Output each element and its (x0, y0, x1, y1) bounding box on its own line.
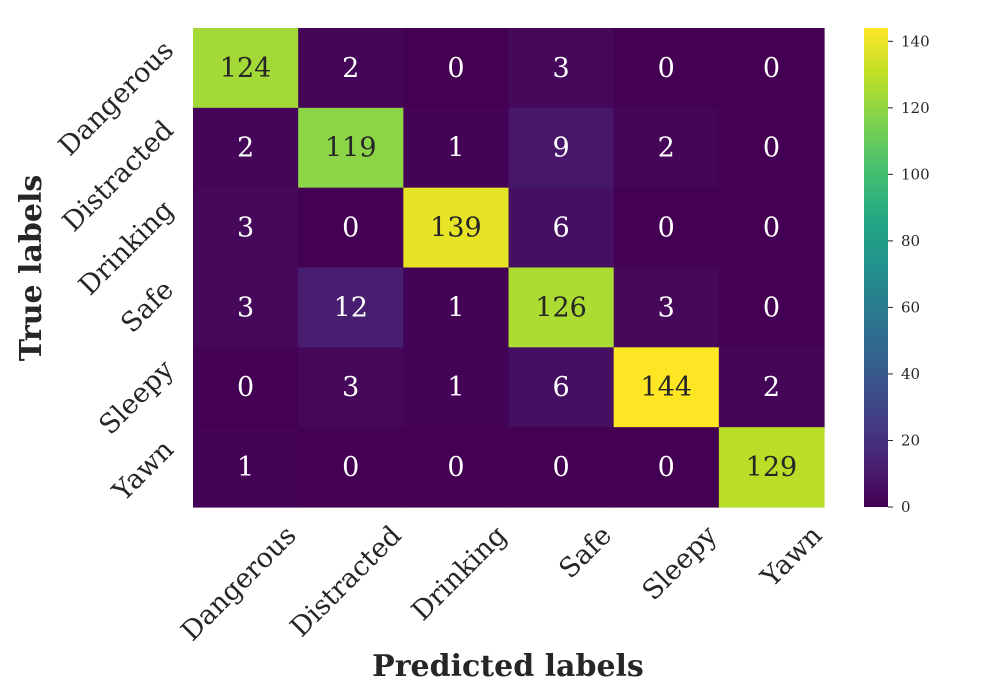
heatmap-cell (613, 28, 720, 109)
cell-value-label: 0 (763, 213, 780, 244)
cell-value-label: 1 (447, 372, 464, 403)
heatmap-cell (298, 267, 404, 348)
cell-value-label: 0 (763, 53, 780, 84)
heatmap-cell (613, 187, 720, 269)
y-tick-label: Sleepy (93, 354, 180, 441)
x-tick-label: Safe (553, 520, 618, 585)
colorbar-tick-label: 0 (901, 498, 911, 516)
cell-value-label: 0 (658, 452, 675, 483)
cell-value-label: 6 (553, 372, 570, 403)
colorbar (864, 28, 888, 507)
colorbar-tick-label: 80 (901, 232, 920, 250)
x-tick-label: Dangerous (175, 520, 302, 647)
heatmap-cell (508, 267, 615, 348)
cell-value-label: 1 (447, 292, 464, 323)
heatmap-cells (193, 28, 825, 508)
x-tick-label: Distracted (285, 520, 408, 643)
colorbar-tick-label: 120 (901, 99, 930, 117)
heatmap-cell (508, 427, 615, 508)
cell-value-label: 0 (658, 53, 675, 84)
cell-value-label: 0 (553, 452, 570, 483)
x-tick-label: Sleepy (636, 520, 723, 607)
y-tick-labels: DangerousDistractedDrinkingSafeSleepyYaw… (53, 35, 181, 508)
heatmap-cell (613, 267, 720, 348)
heatmap-cell (718, 187, 825, 269)
heatmap-cell (298, 107, 404, 189)
heatmap-cell (508, 28, 615, 109)
cell-value-label: 3 (658, 292, 675, 323)
cell-value-label: 1 (237, 452, 254, 483)
heatmap-cell (403, 267, 510, 348)
heatmap-cell (403, 187, 510, 269)
cell-value-label: 139 (430, 213, 482, 244)
cell-value-label: 0 (447, 452, 464, 483)
heatmap-cell (298, 187, 404, 269)
heatmap-cell (508, 107, 615, 189)
heatmap-cell (298, 28, 404, 109)
cell-value-label: 12 (334, 292, 368, 323)
heatmap-cell (403, 28, 510, 109)
cell-value-label: 2 (342, 53, 359, 84)
y-axis-label: True labels (14, 175, 49, 361)
cell-value-label: 3 (553, 53, 570, 84)
colorbar-ticks: 0 20 40 60 80 100 120 140 (888, 32, 930, 516)
heatmap-cell (718, 427, 825, 508)
heatmap-cell (718, 107, 825, 189)
heatmap-cell (193, 28, 299, 109)
cell-value-label: 2 (763, 372, 780, 403)
heatmap-cell (403, 107, 510, 189)
heatmap-cell (508, 347, 615, 428)
heatmap-cell (298, 347, 404, 428)
heatmap-cell (718, 28, 825, 109)
y-tick-label: Safe (115, 274, 180, 339)
heatmap-cell (613, 347, 720, 428)
x-tick-label: Yawn (755, 520, 829, 594)
cell-value-label: 0 (658, 213, 675, 244)
cell-value-label: 0 (342, 452, 359, 483)
cell-annotations: 124 2 0 3 0 02 119 1 9 2 03 0 139 6 0 03 12 1 126 3 00 3 1 6 144… (220, 53, 797, 483)
cell-value-label: 3 (237, 213, 254, 244)
heatmap-cell (403, 347, 510, 428)
cell-value-label: 126 (535, 292, 587, 323)
colorbar-tick-label: 40 (901, 365, 920, 383)
cell-value-label: 6 (553, 213, 570, 244)
colorbar-tick-label: 20 (901, 431, 920, 449)
heatmap-cell (718, 347, 825, 428)
cell-value-label: 3 (342, 372, 359, 403)
heatmap-cell (613, 427, 720, 508)
heatmap-cell (193, 427, 299, 508)
cell-value-label: 0 (237, 372, 254, 403)
cell-value-label: 0 (763, 292, 780, 323)
heatmap-cell (193, 107, 299, 189)
cell-value-label: 3 (237, 292, 254, 323)
colorbar-tick-label: 60 (901, 298, 920, 316)
x-axis-label: Predicted labels (372, 649, 644, 684)
cell-value-label: 2 (658, 133, 675, 164)
heatmap-cell (613, 107, 720, 189)
y-tick-label: Yawn (106, 434, 180, 508)
colorbar-tick-label: 140 (901, 32, 930, 50)
cell-value-label: 144 (640, 372, 692, 403)
heatmap-cell (193, 267, 299, 348)
cell-value-label: 129 (746, 452, 798, 483)
cell-value-label: 2 (237, 133, 254, 164)
cell-value-label: 1 (447, 133, 464, 164)
heatmap-cell (508, 187, 615, 269)
heatmap-cell (403, 427, 510, 508)
cell-value-label: 9 (553, 133, 570, 164)
colorbar-tick-label: 100 (901, 165, 930, 183)
cell-value-label: 0 (447, 53, 464, 84)
x-tick-label: Drinking (406, 520, 513, 627)
cell-value-label: 124 (220, 53, 272, 84)
heatmap-cell (193, 187, 299, 269)
heatmap-cell (298, 427, 404, 508)
heatmap-cell (718, 267, 825, 348)
cell-value-label: 119 (325, 133, 377, 164)
cell-value-label: 0 (342, 213, 359, 244)
cell-value-label: 0 (763, 133, 780, 164)
heatmap-cell (193, 347, 299, 428)
